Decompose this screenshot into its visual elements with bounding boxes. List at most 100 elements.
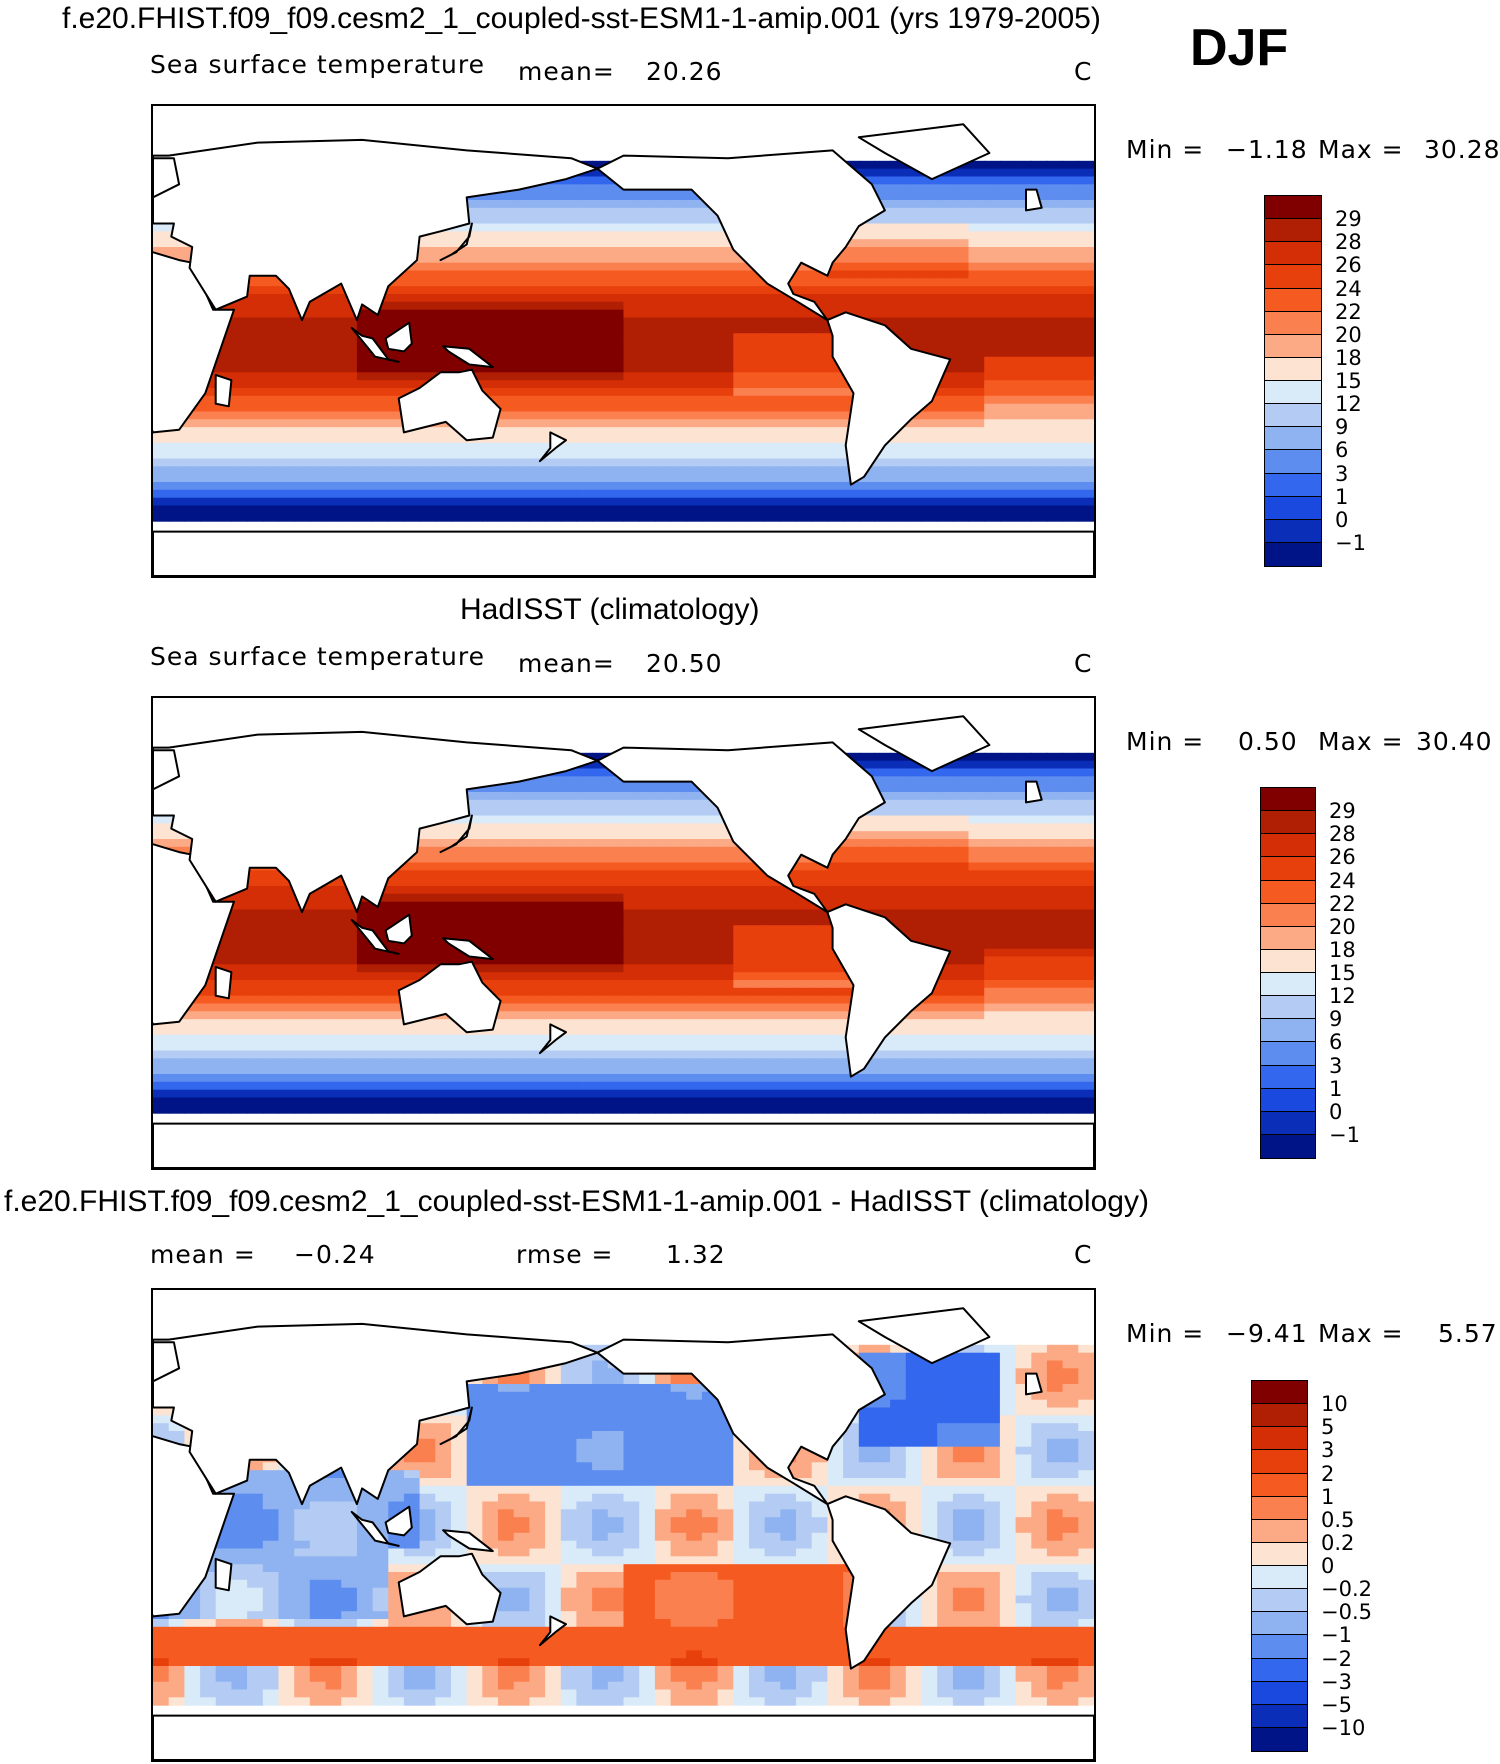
- panel3-map: [151, 1288, 1096, 1762]
- colorbar-tick-label: 1: [1321, 1484, 1335, 1509]
- colorbar-tick-label: 26: [1329, 845, 1356, 870]
- colorbar-tick-label: −5: [1321, 1692, 1352, 1717]
- panel3-mean-value: −0.24: [294, 1240, 376, 1269]
- panel2-max-label: Max =: [1318, 727, 1404, 756]
- colorbar-tick-label: 28: [1335, 230, 1362, 255]
- colorbar-swatch: [1265, 288, 1321, 312]
- colorbar-tick-label: 15: [1335, 369, 1362, 393]
- colorbar-swatch: [1261, 834, 1315, 858]
- colorbar-tick-label: 0: [1335, 507, 1349, 532]
- colorbar-tick-label: 18: [1329, 937, 1356, 962]
- panel3-min-label: Min =: [1126, 1319, 1205, 1348]
- colorbar-swatch: [1265, 519, 1321, 543]
- colorbar-tick-label: 0: [1329, 1099, 1343, 1124]
- colorbar-tick-label: 26: [1335, 253, 1362, 278]
- colorbar-swatch: [1265, 334, 1321, 358]
- colorbar-tick-label: −1: [1329, 1122, 1360, 1147]
- colorbar-swatch: [1252, 1704, 1307, 1728]
- panel1-max-value: 30.28: [1424, 135, 1500, 164]
- colorbar-tick-label: −1: [1321, 1623, 1352, 1648]
- colorbar-swatch: [1252, 1635, 1307, 1659]
- colorbar-tick-label: 3: [1329, 1053, 1343, 1078]
- colorbar-swatch: [1252, 1519, 1307, 1543]
- colorbar-swatch: [1252, 1381, 1307, 1405]
- colorbar-swatch: [1261, 1111, 1315, 1135]
- colorbar-swatch: [1252, 1450, 1307, 1474]
- colorbar-swatch: [1265, 219, 1321, 243]
- colorbar-swatch: [1261, 788, 1315, 812]
- colorbar-swatch: [1261, 1019, 1315, 1043]
- colorbar-tick-label: 24: [1335, 276, 1362, 301]
- colorbar-swatch: [1252, 1658, 1307, 1682]
- panel1-min-value: −1.18: [1226, 135, 1308, 164]
- colorbar-tick-label: 24: [1329, 868, 1356, 893]
- colorbar-swatch: [1265, 404, 1321, 428]
- panel3-min-value: −9.41: [1226, 1319, 1308, 1348]
- panel3-max-label: Max =: [1318, 1319, 1404, 1348]
- panel1-colorbar: 29 28 26 24 22 20 18 15 12 9 6 3 1 0 −1: [1264, 195, 1366, 567]
- colorbar-swatch: [1261, 857, 1315, 881]
- colorbar-swatch: [1252, 1589, 1307, 1613]
- colorbar-tick-label: 0: [1321, 1554, 1335, 1578]
- panel1-mean-label: mean=: [518, 57, 615, 86]
- colorbar-tick-label: 3: [1321, 1438, 1335, 1463]
- colorbar-tick-label: −1: [1335, 530, 1366, 555]
- colorbar-swatch: [1265, 473, 1321, 497]
- colorbar-swatch: [1261, 996, 1315, 1020]
- panel1-title: f.e20.FHIST.f09_f09.cesm2_1_coupled-sst-…: [62, 2, 1101, 35]
- colorbar-swatch: [1252, 1681, 1307, 1705]
- panel1-min-label: Min =: [1126, 135, 1205, 164]
- panel3-mean-label: mean =: [150, 1240, 256, 1269]
- colorbar-tick-label: 28: [1329, 822, 1356, 847]
- colorbar-swatch: [1261, 973, 1315, 997]
- colorbar-swatch: [1252, 1473, 1307, 1497]
- colorbar-swatch: [1252, 1727, 1307, 1751]
- colorbar-tick-label: 29: [1335, 207, 1362, 232]
- panel2-map: [151, 696, 1096, 1170]
- colorbar-tick-label: 2: [1321, 1461, 1335, 1486]
- colorbar-swatch: [1252, 1496, 1307, 1520]
- panel1-units: C: [1074, 57, 1093, 86]
- colorbar-tick-label: 10: [1321, 1392, 1348, 1417]
- panel2-min-value: 0.50: [1238, 727, 1298, 756]
- colorbar-swatch: [1261, 1042, 1315, 1066]
- panel3-units: C: [1074, 1240, 1093, 1269]
- colorbar-tick-label: 18: [1335, 345, 1362, 370]
- colorbar-tick-label: 3: [1335, 461, 1349, 486]
- panel2-max-value: 30.40: [1416, 727, 1493, 756]
- colorbar-tick-label: 9: [1335, 415, 1349, 440]
- colorbar-tick-label: 0.5: [1321, 1507, 1355, 1532]
- panel3-title: f.e20.FHIST.f09_f09.cesm2_1_coupled-sst-…: [4, 1185, 1149, 1218]
- colorbar-swatch: [1265, 265, 1321, 289]
- panel3-rmse-value: 1.32: [666, 1240, 726, 1269]
- colorbar-swatch: [1261, 880, 1315, 904]
- colorbar-tick-label: −3: [1321, 1669, 1352, 1694]
- panel3-rmse-label: rmse =: [516, 1240, 614, 1269]
- panel2-min-label: Min =: [1126, 727, 1205, 756]
- colorbar-tick-label: 1: [1329, 1076, 1343, 1101]
- colorbar-tick-label: −2: [1321, 1646, 1352, 1671]
- panel1-map: [151, 104, 1096, 578]
- colorbar-swatch: [1252, 1612, 1307, 1636]
- colorbar-tick-label: 22: [1335, 299, 1362, 324]
- colorbar-tick-label: 22: [1329, 891, 1356, 916]
- colorbar-tick-label: 0.2: [1321, 1530, 1355, 1555]
- colorbar-tick-label: 9: [1329, 1007, 1343, 1032]
- colorbar-swatch: [1261, 903, 1315, 927]
- panel1-variable: Sea surface temperature: [150, 50, 485, 79]
- panel3-max-value: 5.57: [1438, 1319, 1498, 1348]
- colorbar-swatch: [1261, 1088, 1315, 1112]
- colorbar-swatch: [1265, 450, 1321, 474]
- colorbar-swatch: [1265, 242, 1321, 266]
- panel2-mean-label: mean=: [518, 649, 615, 678]
- panel2-mean-value: 20.50: [646, 649, 723, 678]
- colorbar-swatch: [1261, 1065, 1315, 1089]
- colorbar-tick-label: 12: [1329, 984, 1356, 1009]
- colorbar-tick-label: 29: [1329, 799, 1356, 824]
- colorbar-swatch: [1265, 311, 1321, 335]
- panel2-variable: Sea surface temperature: [150, 642, 485, 671]
- colorbar-tick-label: −10: [1321, 1715, 1366, 1740]
- season-label: DJF: [1190, 19, 1289, 77]
- colorbar-tick-label: 5: [1321, 1415, 1335, 1440]
- colorbar-tick-label: −0.2: [1321, 1577, 1372, 1602]
